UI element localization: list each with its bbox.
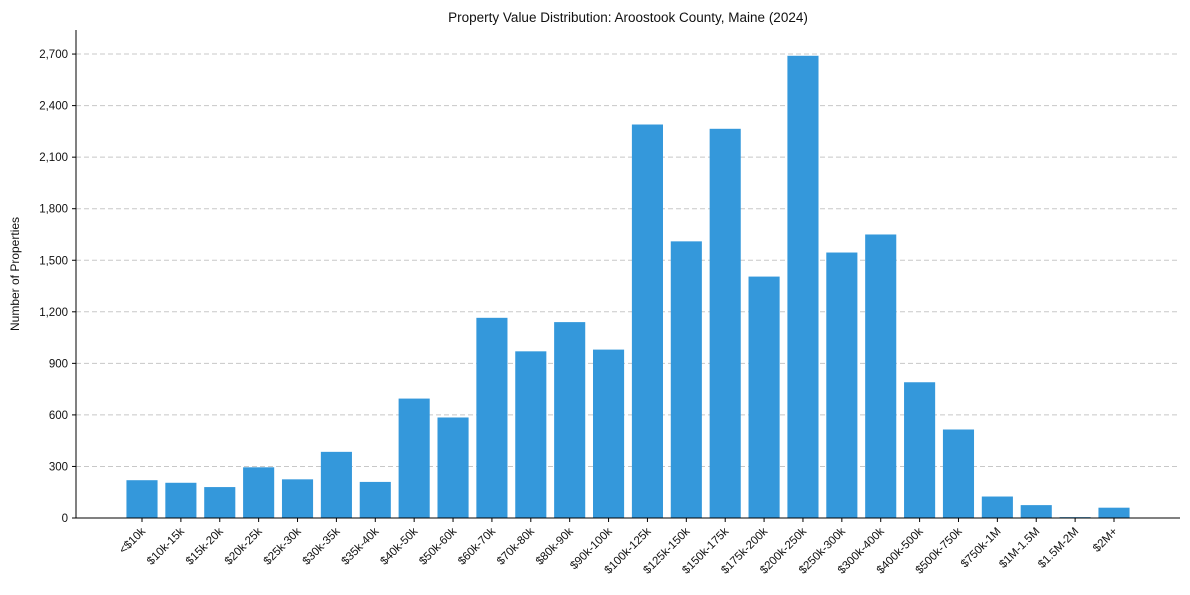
bar xyxy=(359,481,391,518)
gridlines xyxy=(76,53,1180,467)
x-tick-label: $50k-60k xyxy=(417,525,459,567)
y-tick-label: 900 xyxy=(49,358,68,370)
y-axis-label: Number of Properties xyxy=(8,217,22,331)
x-tick-label: $60k-70k xyxy=(456,525,498,567)
bar xyxy=(942,429,975,518)
bar xyxy=(709,128,741,519)
y-tick-label: 1,800 xyxy=(39,204,68,216)
y-tick-label: 2,400 xyxy=(39,101,68,113)
bar xyxy=(281,479,314,518)
x-tick-label: $750k-1M xyxy=(959,526,1004,571)
x-tick-label: $10k-15k xyxy=(145,525,187,567)
y-tick-label: 600 xyxy=(49,410,68,422)
bar xyxy=(126,480,158,518)
x-tick-label: $1M-1.5M xyxy=(997,526,1042,571)
bar xyxy=(1020,505,1052,518)
y-tick-label: 300 xyxy=(49,461,68,473)
bar xyxy=(554,322,586,518)
y-tick-label: 2,100 xyxy=(39,152,68,164)
bar xyxy=(787,55,819,518)
x-ticks: <$10k$10k-15k$15k-20k$20k-25k$25k-30k$30… xyxy=(117,518,1120,577)
x-tick-label: $40k-50k xyxy=(378,525,420,567)
bar xyxy=(398,398,430,518)
x-tick-label: $70k-80k xyxy=(495,525,537,567)
bars xyxy=(126,55,1130,519)
x-tick-label: $25k-30k xyxy=(262,525,304,567)
y-tick-label: 1,500 xyxy=(39,255,68,267)
bar xyxy=(865,234,897,518)
bar xyxy=(165,482,197,518)
bar xyxy=(437,417,469,518)
bar xyxy=(204,487,236,518)
bar xyxy=(826,252,858,519)
y-tick-label: 0 xyxy=(62,513,68,525)
bar xyxy=(631,124,663,518)
chart-title: Property Value Distribution: Aroostook C… xyxy=(448,10,808,25)
y-tick-label: 1,200 xyxy=(39,307,68,319)
axes xyxy=(75,30,1180,519)
bar xyxy=(670,241,702,518)
x-tick-label: $15k-20k xyxy=(184,525,226,567)
x-tick-label: $1.5M-2M xyxy=(1036,526,1081,571)
bar xyxy=(904,382,936,518)
x-tick-label: $2M+ xyxy=(1091,525,1120,554)
x-tick-label: $30k-35k xyxy=(301,525,343,567)
bar xyxy=(981,496,1013,518)
bar xyxy=(748,276,780,518)
y-tick-label: 2,700 xyxy=(39,49,68,61)
x-tick-label: $35k-40k xyxy=(339,525,381,567)
bar xyxy=(515,351,547,518)
bar xyxy=(320,451,352,518)
x-tick-label: $20k-25k xyxy=(223,525,265,567)
bar xyxy=(593,349,625,518)
bar xyxy=(1098,507,1130,518)
bar xyxy=(476,317,508,518)
y-ticks: 0 300 600 900 1,200 1,500 1,800 2,100 2,400 2,700 xyxy=(39,49,76,525)
bar xyxy=(243,467,275,518)
x-tick-label: <$10k xyxy=(117,525,148,556)
